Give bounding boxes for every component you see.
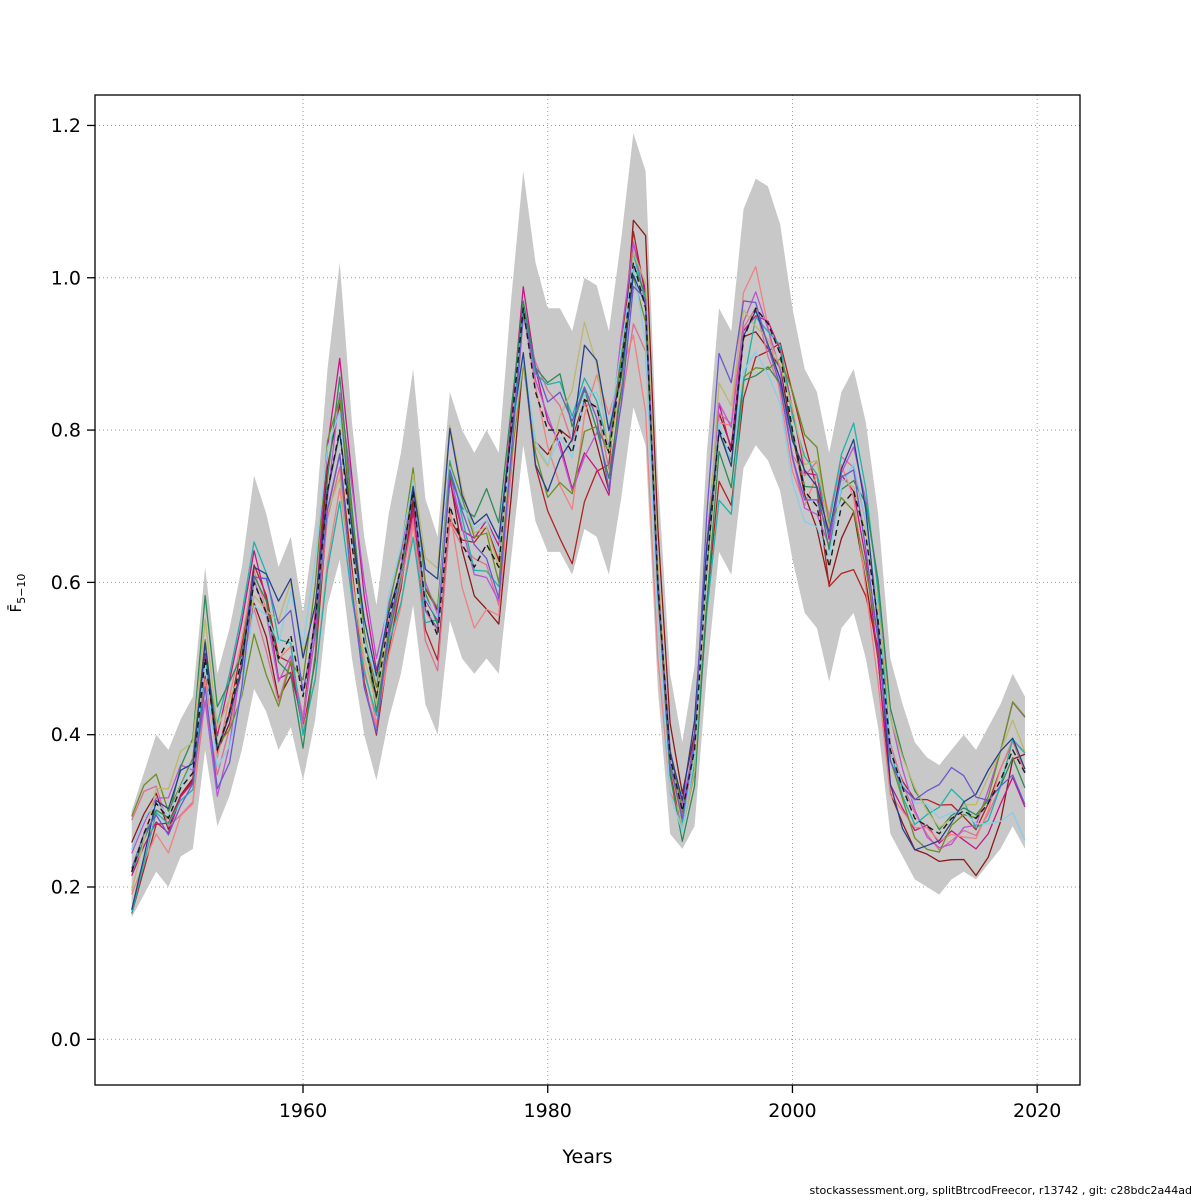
x-tick-label: 1960 bbox=[279, 1100, 327, 1122]
y-tick-label: 0.8 bbox=[51, 420, 81, 442]
x-axis-title: Years bbox=[562, 1146, 613, 1168]
confidence-band bbox=[131, 133, 1025, 918]
y-axis-title-main: F̄ bbox=[7, 603, 25, 613]
y-axis-title: F̄5−10 bbox=[7, 533, 29, 653]
y-tick-label: 0.6 bbox=[51, 572, 81, 594]
x-tick-label: 1980 bbox=[524, 1100, 572, 1122]
x-tick-label: 2020 bbox=[1013, 1100, 1061, 1122]
central-line bbox=[131, 261, 1026, 872]
x-tick-label: 2000 bbox=[768, 1100, 816, 1122]
y-tick-label: 1.0 bbox=[51, 267, 81, 289]
y-tick-label: 1.2 bbox=[51, 115, 81, 137]
retro-line bbox=[131, 274, 1026, 910]
plot-border bbox=[94, 94, 1081, 1086]
footer-text: stockassessment.org, splitBtrcodFreecor,… bbox=[809, 1184, 1192, 1197]
y-axis-title-sub: 5−10 bbox=[15, 573, 28, 604]
y-tick-label: 0.4 bbox=[51, 724, 81, 746]
retro-line bbox=[131, 264, 1026, 873]
retro-line bbox=[131, 251, 1026, 892]
y-tick-label: 0.0 bbox=[51, 1029, 81, 1051]
retro-line bbox=[131, 285, 1026, 869]
y-tick-label: 0.2 bbox=[51, 877, 81, 899]
